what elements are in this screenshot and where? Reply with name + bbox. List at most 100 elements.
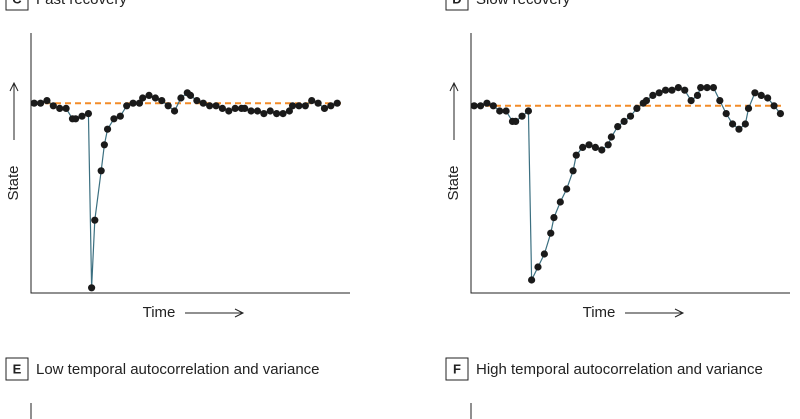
data-point	[123, 102, 131, 110]
data-point	[668, 86, 676, 94]
data-point	[170, 107, 179, 115]
data-point	[722, 110, 730, 118]
data-point	[43, 97, 51, 105]
data-point	[547, 229, 555, 237]
data-point	[496, 107, 504, 115]
data-point	[697, 84, 705, 92]
data-point	[476, 102, 485, 110]
axes	[30, 33, 350, 294]
data-point	[253, 107, 262, 115]
data-point	[320, 104, 329, 112]
data-point	[186, 91, 195, 99]
data-point	[626, 112, 635, 120]
data-point	[502, 107, 510, 115]
x-axis-arrow	[185, 308, 245, 318]
data-point	[266, 107, 274, 115]
data-point	[308, 97, 316, 105]
data-point	[84, 110, 93, 118]
data-point	[483, 99, 491, 107]
data-point	[247, 107, 255, 115]
data-point	[273, 110, 281, 118]
data-point	[550, 214, 558, 222]
data-point	[655, 89, 663, 97]
x-axis-label: Time	[143, 304, 176, 321]
data-point	[770, 102, 778, 110]
data-point	[193, 97, 201, 105]
data-point	[598, 146, 606, 154]
data-point	[62, 104, 70, 112]
data-point	[585, 141, 593, 149]
data-point	[716, 97, 724, 105]
data-point	[764, 94, 772, 102]
data-point	[540, 250, 548, 258]
data-point	[295, 102, 303, 110]
data-point	[279, 110, 287, 118]
y-axis-arrow	[449, 81, 459, 140]
data-point	[100, 141, 108, 149]
data-point	[524, 107, 533, 115]
data-point	[72, 115, 80, 123]
axes	[470, 33, 790, 294]
panel-label-box	[5, 0, 29, 11]
data-point	[489, 102, 497, 110]
data-point	[139, 94, 147, 102]
data-point	[512, 117, 520, 125]
data-point	[314, 99, 322, 107]
data-point	[751, 89, 759, 97]
data-point	[177, 94, 185, 102]
data-point	[301, 102, 309, 110]
y-axis-arrow	[9, 81, 19, 140]
data-point	[327, 102, 335, 110]
data-point	[88, 284, 96, 292]
panel-title: Low temporal autocorrelation and varianc…	[36, 361, 320, 378]
panel-title: High temporal autocorrelation and varian…	[476, 361, 763, 378]
data-point	[231, 104, 239, 112]
data-point	[288, 102, 297, 110]
data-point	[649, 91, 657, 99]
data-point	[225, 107, 233, 115]
y-axis-label: State	[445, 165, 462, 200]
data-point	[164, 102, 172, 110]
data-point	[579, 143, 587, 151]
data-point	[744, 104, 753, 112]
data-point	[528, 276, 536, 284]
data-point	[642, 97, 651, 105]
data-point	[212, 102, 220, 110]
panel-label: F	[453, 361, 461, 376]
data-point	[556, 198, 564, 206]
data-point	[285, 107, 293, 115]
data-point	[620, 117, 628, 125]
data-point	[151, 94, 160, 102]
data-point	[687, 97, 695, 105]
panel-label: E	[13, 361, 22, 376]
data-point	[661, 86, 670, 94]
data-point	[709, 84, 718, 92]
data-point	[470, 102, 478, 110]
panel-label-box	[5, 357, 29, 381]
data-point	[206, 102, 214, 110]
x-axis-arrow	[625, 308, 685, 318]
data-point	[757, 91, 765, 99]
panel-title: Slow recovery	[476, 0, 571, 8]
data-point	[703, 84, 711, 92]
data-point	[674, 84, 682, 92]
data-point	[218, 104, 226, 112]
data-point	[116, 112, 124, 120]
data-point	[563, 185, 571, 193]
x-axis-label: Time	[583, 304, 616, 321]
data-point	[633, 104, 641, 112]
data-point	[333, 99, 341, 107]
data-point	[199, 99, 207, 107]
data-point	[534, 263, 542, 271]
data-point	[614, 123, 622, 131]
data-point	[30, 99, 38, 107]
panel-label-box	[445, 357, 469, 381]
data-point	[56, 104, 64, 112]
data-point	[91, 216, 99, 224]
panel-label: D	[452, 0, 461, 6]
y-axis-label: State	[5, 165, 22, 200]
data-point	[110, 115, 118, 123]
data-point	[693, 91, 702, 99]
panel-label-box	[445, 0, 469, 11]
data-point	[572, 151, 580, 159]
